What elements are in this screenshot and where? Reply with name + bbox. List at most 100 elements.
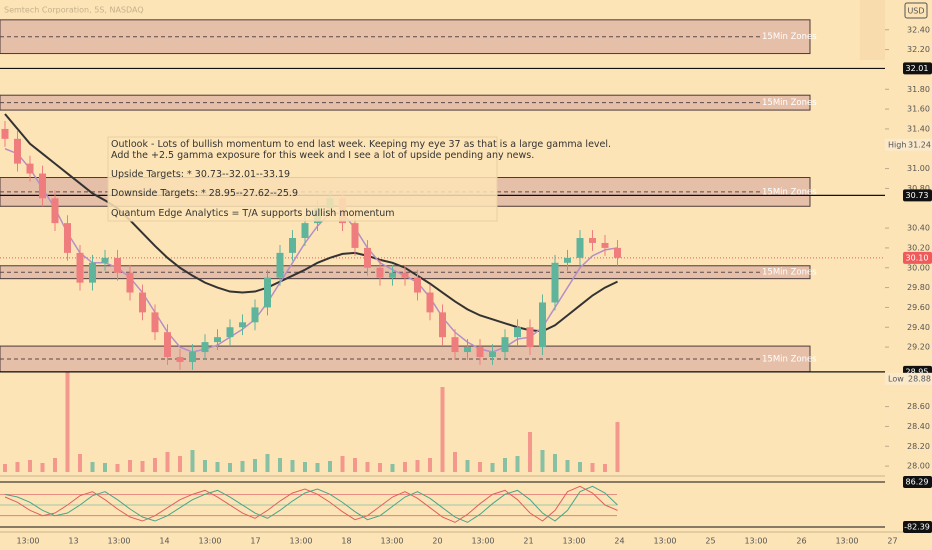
candle-body	[351, 223, 359, 248]
zone-label: 15Min Zones	[762, 187, 817, 197]
candle-body	[464, 347, 471, 353]
candle-body	[426, 292, 434, 313]
candle-body	[51, 198, 59, 224]
oscillator-line	[4, 485, 618, 523]
zone	[0, 94, 811, 111]
volume-bar	[528, 432, 532, 472]
extreme-name: High	[888, 140, 906, 149]
volume-bar	[453, 452, 457, 472]
y-tick-label: 28.20	[907, 442, 930, 451]
x-tick-label: 27	[887, 537, 897, 546]
x-tick-label: 13:00	[562, 537, 585, 546]
volume-bar	[615, 422, 620, 472]
volume-bar	[403, 462, 407, 472]
candle-body	[151, 312, 159, 333]
volume-bar	[103, 463, 107, 472]
volume-bar	[290, 460, 295, 472]
candle-body	[139, 292, 146, 313]
x-tick-label: 13:00	[744, 537, 767, 546]
y-tick-label: 30.20	[907, 243, 930, 252]
candle-body	[501, 337, 509, 353]
candle-body	[201, 342, 209, 353]
currency[interactable]: USD	[907, 7, 924, 16]
extreme-name: Low	[888, 374, 904, 383]
volume-bar	[515, 456, 520, 472]
volume-bar	[115, 464, 120, 472]
candle-body	[564, 257, 571, 263]
volume-bar	[90, 462, 95, 472]
zone-label: 15Min Zones	[762, 354, 817, 364]
volume-bar	[140, 461, 145, 472]
volume-bar	[190, 450, 195, 472]
y-tick-label: 30.80	[907, 184, 930, 193]
y-tick-label: 30.00	[907, 263, 930, 272]
candle-body	[114, 257, 121, 273]
candle-body	[526, 327, 534, 348]
candle-body	[14, 138, 21, 164]
candle-body	[39, 173, 46, 199]
candle-body	[64, 223, 71, 253]
x-tick-label: 25	[705, 537, 715, 546]
annotation-box	[107, 136, 498, 222]
last-price-badge	[903, 251, 932, 264]
candle-body	[589, 238, 596, 243]
x-tick-label: 13:00	[471, 537, 494, 546]
candle-body	[126, 272, 134, 293]
candle-body	[239, 322, 246, 328]
volume-bar	[128, 460, 132, 472]
x-tick-label: 13:00	[289, 537, 312, 546]
volume-bar	[165, 452, 170, 472]
volume-bar	[590, 463, 595, 472]
oscillator-line	[4, 485, 618, 523]
candle-body	[276, 252, 284, 278]
y-tick-label: 29.40	[907, 323, 930, 332]
candle-body	[376, 267, 384, 278]
candle-body	[364, 247, 371, 268]
candle-body	[451, 337, 459, 353]
extreme-label: 31.24	[908, 140, 931, 149]
chart-title: Semtech Corporation, 5S, NASDAQ	[4, 6, 144, 15]
volume-bar	[65, 372, 70, 472]
annotation-line: Outlook - Lots of bullish momentum to en…	[111, 139, 611, 150]
zone-label: 15Min Zones	[762, 98, 817, 108]
volume-bar	[440, 387, 445, 472]
candle-body	[514, 327, 521, 338]
volume-bar	[365, 462, 370, 472]
y-tick-label: 30.40	[907, 224, 930, 233]
volume-bar	[328, 461, 332, 472]
candle-body	[601, 242, 609, 248]
x-tick-label: 21	[523, 537, 533, 546]
volume-bar	[215, 462, 220, 472]
volume-bar	[465, 460, 470, 472]
volume-bar	[315, 463, 320, 472]
x-tick-label: 13:00	[835, 537, 858, 546]
volume-bar	[378, 463, 382, 472]
volume-bar	[265, 454, 270, 472]
volume-bar	[478, 462, 482, 472]
zone-label: 15Min Zones	[762, 32, 817, 42]
candle-body	[389, 272, 396, 278]
volume-bar	[490, 463, 495, 472]
currency-box[interactable]	[904, 2, 928, 19]
x-tick-label: 13	[68, 537, 78, 546]
volume-bar	[340, 456, 345, 472]
oscillator-badge	[903, 521, 932, 533]
annotation-line: Quantum Edge Analytics = T/A supports bu…	[111, 208, 395, 219]
price-badge	[903, 189, 932, 202]
annotation: Outlook - Lots of bullish momentum to en…	[107, 136, 611, 222]
candle-body	[289, 238, 296, 253]
x-tick-label: 13:00	[653, 537, 676, 546]
volume-bar	[53, 458, 57, 472]
candle-body	[176, 357, 184, 362]
price-badge-label: 28.95	[906, 367, 929, 376]
candle-body	[301, 223, 309, 238]
y-tick-label: 31.80	[907, 85, 930, 94]
volume-bar	[565, 460, 570, 472]
candle-body	[89, 262, 96, 283]
candle-body	[26, 163, 34, 174]
volume-bar	[253, 459, 257, 472]
extreme-badge	[885, 138, 932, 151]
volume-bar	[228, 463, 232, 472]
